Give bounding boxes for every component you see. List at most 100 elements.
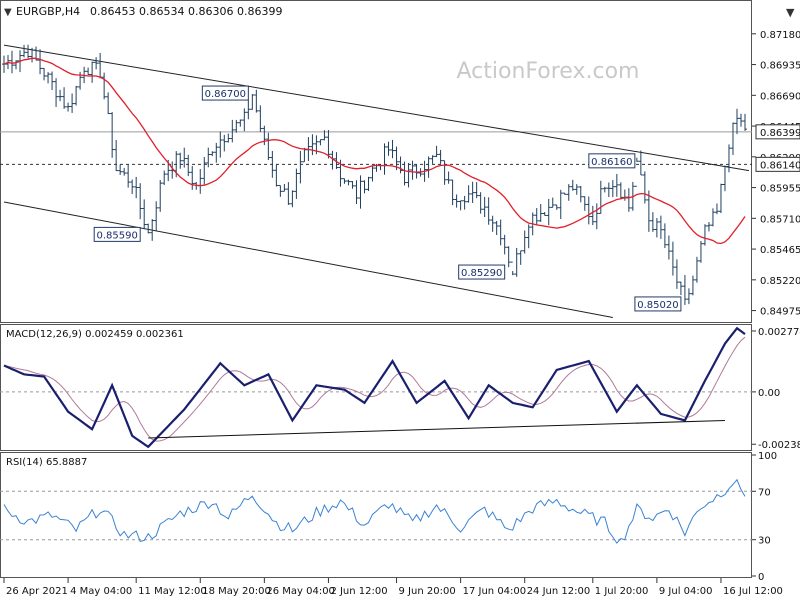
ohlc-bar	[46, 72, 51, 84]
ohlc-bar	[186, 154, 191, 177]
ohlc-bar	[302, 147, 307, 163]
ohlc-bar	[362, 180, 367, 194]
ohlc-bar	[654, 218, 659, 238]
ohlc-bar	[118, 164, 123, 175]
time-tick-label: 1 Jul 20:00	[595, 586, 649, 597]
ohlc-bar	[122, 167, 127, 176]
chart-ohlc: 0.86453 0.86534 0.86306 0.86399	[90, 5, 282, 18]
ohlc-bar	[730, 122, 735, 155]
price-tick-label: 0.86935	[760, 61, 800, 72]
ohlc-bar	[74, 85, 79, 106]
ohlc-bar	[138, 183, 143, 220]
rsi-panel-frame	[0, 452, 752, 578]
ohlc-bar	[462, 195, 467, 210]
ohlc-bar	[578, 185, 583, 203]
ohlc-bar	[743, 113, 747, 131]
price-tick-label: 0.85465	[760, 245, 800, 256]
ohlc-bar	[626, 188, 631, 212]
ohlc-bar	[470, 181, 475, 203]
ohlc-bar	[406, 163, 411, 188]
ohlc-bar	[694, 256, 699, 283]
ohlc-bar	[242, 108, 247, 132]
ohlc-bar	[90, 61, 95, 83]
ohlc-bar	[486, 197, 491, 225]
price-annotation: 0.86700	[201, 85, 249, 101]
ohlc-bar	[482, 196, 487, 218]
ohlc-bar	[650, 212, 655, 232]
ohlc-bar	[458, 200, 463, 211]
ohlc-bar	[734, 108, 739, 135]
ohlc-bar	[450, 179, 455, 206]
channel-upper-line	[3, 44, 750, 172]
ohlc-bar	[642, 171, 647, 204]
ohlc-bar	[386, 141, 391, 156]
ohlc-bar	[38, 49, 43, 75]
channel-lines	[3, 44, 750, 318]
ohlc-bar	[514, 247, 519, 277]
ohlc-bar	[222, 134, 227, 152]
ohlc-bar	[198, 169, 203, 194]
ohlc-bar	[582, 196, 587, 211]
ohlc-bar	[454, 194, 459, 208]
rsi-tick-label: 70	[758, 487, 771, 498]
price-panel-frame	[0, 0, 752, 323]
time-tick-label: 16 Jul 12:00	[723, 586, 783, 597]
ohlc-bar	[662, 223, 667, 249]
ohlc-bar	[722, 165, 727, 192]
time-tick-label: 9 Jul 04:00	[659, 586, 713, 597]
ohlc-bar	[326, 130, 331, 159]
price-annotation: 0.86160	[588, 153, 636, 169]
ohlc-bar	[270, 150, 275, 178]
ohlc-bar	[70, 93, 75, 113]
time-tick-label: 26 May 04:00	[266, 586, 335, 597]
rsi-axis: 100 70 30 0	[752, 451, 777, 583]
ohlc-bar	[290, 190, 295, 208]
ohlc-bar	[394, 146, 399, 171]
macd-line	[3, 326, 746, 449]
price-tick-label: 0.84975	[760, 307, 800, 318]
price-bars	[2, 44, 747, 305]
ohlc-bar	[522, 230, 527, 254]
ohlc-bar	[110, 112, 115, 158]
ohlc-bar	[50, 71, 55, 91]
ohlc-bar	[154, 201, 159, 232]
macd-lines	[0, 326, 752, 449]
ohlc-bar	[294, 168, 299, 199]
ohlc-bar	[678, 281, 683, 296]
ohlc-bar	[646, 190, 651, 232]
ohlc-bar	[430, 155, 435, 164]
ohlc-bar	[206, 147, 211, 168]
chart-header-icon: ▼	[4, 7, 12, 18]
ohlc-bar	[210, 151, 215, 157]
ohlc-bar	[586, 196, 591, 225]
ohlc-bar	[566, 184, 571, 201]
macd-panel-frame	[0, 324, 752, 451]
ohlc-bar	[438, 149, 443, 164]
ohlc-bar	[614, 173, 619, 197]
ohlc-bar	[710, 208, 715, 227]
ohlc-bar	[130, 179, 135, 194]
ohlc-bar	[570, 179, 575, 191]
ohlc-bar	[14, 60, 19, 70]
macd-axis: 0.002774 0.00 -0.002383	[752, 327, 800, 451]
rsi-title: RSI(14) 65.8887	[6, 457, 87, 468]
ohlc-bar	[610, 180, 615, 198]
ohlc-bar	[538, 204, 543, 222]
ohlc-bar	[354, 180, 359, 205]
time-tick-label: 17 Jun 04:00	[463, 586, 527, 597]
ohlc-bar	[534, 208, 539, 226]
ohlc-bar	[698, 240, 703, 263]
ohlc-bar	[402, 161, 407, 186]
ohlc-bar	[42, 67, 47, 81]
price-tick-label: 0.86690	[760, 91, 800, 102]
ohlc-bar	[658, 215, 663, 239]
channel-lower-line	[3, 201, 613, 318]
ohlc-bar	[602, 186, 607, 193]
price-annotation: 0.85590	[93, 226, 141, 242]
ohlc-bar	[598, 180, 603, 214]
dropdown-arrow-icon[interactable]: ▼	[786, 6, 795, 19]
ohlc-bar	[370, 166, 375, 182]
rsi-tick-label: 0	[758, 572, 764, 583]
